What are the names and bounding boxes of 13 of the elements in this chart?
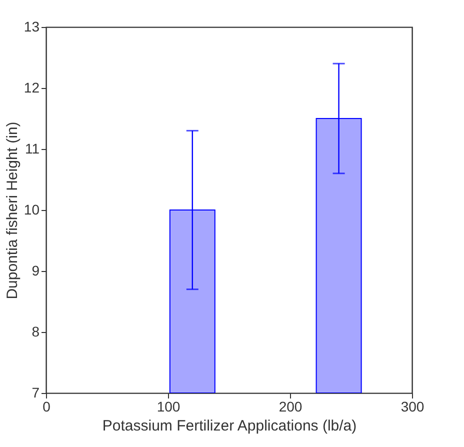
y-tick-label: 7 [32, 384, 40, 400]
y-tick-label: 10 [24, 202, 40, 218]
x-tick-label: 300 [400, 398, 424, 414]
x-axis-title: Potassium Fertilizer Applications (lb/a) [102, 418, 357, 434]
y-tick-label: 9 [32, 262, 40, 278]
y-tick-label: 13 [24, 18, 40, 34]
x-tick-label: 100 [156, 398, 180, 414]
y-tick-label: 12 [24, 80, 40, 96]
x-tick-label: 200 [278, 398, 302, 414]
x-tick-label: 0 [42, 398, 51, 414]
y-tick-label: 11 [24, 140, 40, 156]
y-tick-label: 8 [32, 324, 40, 340]
y-axis-title: Dupontia fisheri Height (in) [4, 122, 21, 300]
